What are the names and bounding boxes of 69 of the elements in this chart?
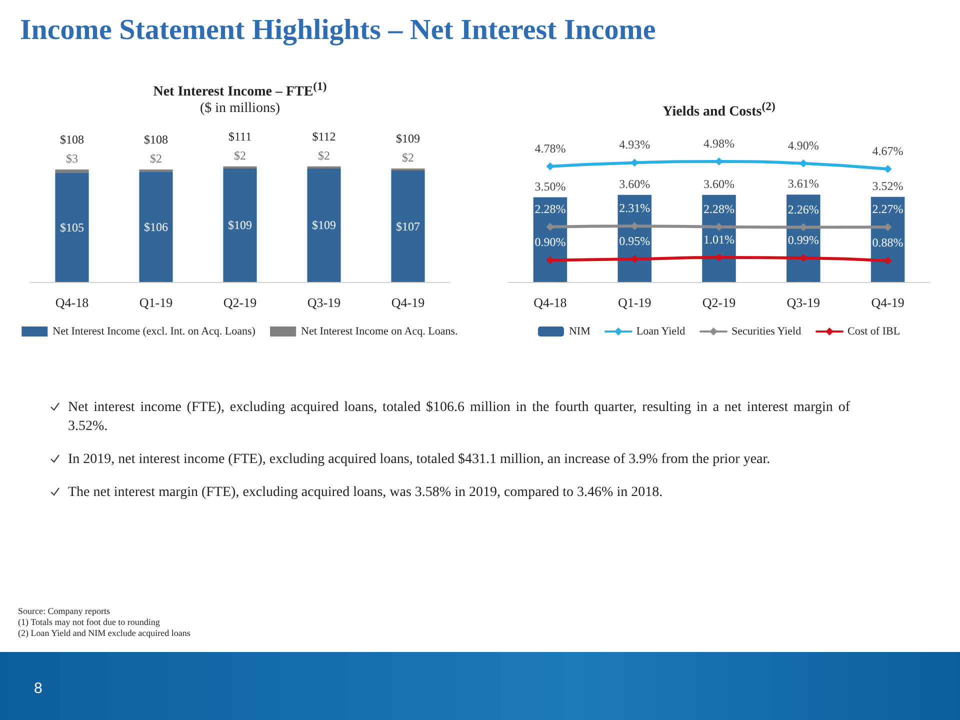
text: In 2019, net interest income (FTE), excluding acquired loans, totaled $431.1 million, an increase of 3.9% from the prior year. [68, 452, 770, 467]
data-label: 2.31% [619, 200, 650, 215]
bar [139, 171, 173, 282]
bar [307, 168, 341, 282]
data-label: 0.99% [788, 232, 819, 247]
x-tick-label: Q1-19 [618, 294, 652, 310]
chart-title: Yields and Costs$^{(2)}$ [662, 100, 776, 121]
source-note: Source: Company reports [18, 606, 111, 617]
x-tick-label: Q4-18 [55, 294, 89, 310]
x-tick-label: Q4-19 [391, 294, 425, 310]
data-label: 4.98% [704, 136, 734, 150]
text: (1) Totals may not foot due to rounding [18, 617, 161, 628]
data-label: $2 [150, 151, 162, 166]
x-tick-label: Q3-19 [307, 294, 341, 310]
data-label: 2.27% [872, 202, 904, 216]
data-label: 2.28% [534, 201, 566, 216]
data-label: 3.50% [534, 178, 566, 193]
total-label: $112 [312, 129, 336, 144]
total-label: $111 [228, 129, 252, 144]
data-label: $107 [396, 218, 420, 233]
chart-title: Net Interest Income – FTE$^{(1)}$ [152, 80, 328, 101]
bar [55, 172, 89, 282]
x-tick-label: Q3-19 [786, 294, 820, 310]
total-label: $109 [396, 131, 420, 146]
x-tick-label: Q4-19 [871, 294, 904, 310]
bar [391, 170, 425, 282]
data-label: 3.52% [872, 178, 904, 192]
data-label: $2 [234, 148, 246, 162]
data-label: $109 [312, 218, 336, 232]
x-tick-label: Q2-19 [223, 294, 257, 310]
data-label: 3.61% [788, 176, 819, 190]
bar [223, 168, 257, 282]
total-label: $108 [144, 132, 168, 146]
data-label: 4.90% [788, 138, 819, 152]
text: 8 [34, 680, 42, 697]
data-label: 4.67% [872, 144, 904, 158]
data-label: $3 [66, 151, 78, 166]
data-label: 2.26% [788, 202, 819, 216]
data-label: 3.60% [704, 176, 734, 191]
data-label: 3.60% [619, 176, 650, 191]
data-label: $106 [144, 219, 168, 234]
legend-label: Net Interest Income (excl. Int. on Acq. Loans) [52, 325, 256, 338]
legend-label: Securities Yield [732, 325, 802, 338]
legend-label: Cost of IBL [847, 325, 900, 338]
data-label: $2 [402, 150, 414, 164]
total-label: $108 [60, 132, 84, 146]
data-label: 4.93% [619, 137, 650, 152]
data-label: 0.95% [619, 234, 650, 248]
chart-subtitle: ($ in millions) [198, 100, 282, 117]
data-label: 0.88% [872, 235, 904, 250]
text: Income Statement Highlights – Net Interest Income [20, 14, 656, 47]
x-tick-label: Q4-18 [534, 294, 567, 310]
data-label: 4.78% [534, 140, 566, 155]
data-label: $105 [60, 220, 84, 234]
x-tick-label: Q2-19 [702, 294, 736, 310]
data-label: 2.28% [704, 201, 734, 216]
legend-label: NIM [568, 325, 591, 338]
x-tick-label: Q1-19 [139, 294, 173, 310]
data-label: $2 [318, 148, 330, 162]
legend-label: Loan Yield [636, 325, 686, 338]
bar [55, 169, 89, 172]
legend-label: Net Interest Income on Acq. Loans. [301, 325, 458, 338]
text: (2) Loan Yield and NIM exclude acquired loans [18, 628, 190, 639]
data-label: 0.90% [534, 234, 566, 249]
point [884, 164, 892, 173]
text: Net interest income (FTE), excluding acquired loans, totaled $106.6 million in the fourth quarter, resulting in a net interest margin of 3.52%. [68, 400, 850, 434]
data-label: 1.01% [704, 232, 734, 246]
data-label: $109 [228, 218, 252, 232]
text: The net interest margin (FTE), excluding acquired loans, was 3.58% in 2019, compared to 3.46% in 2018. [68, 485, 663, 500]
